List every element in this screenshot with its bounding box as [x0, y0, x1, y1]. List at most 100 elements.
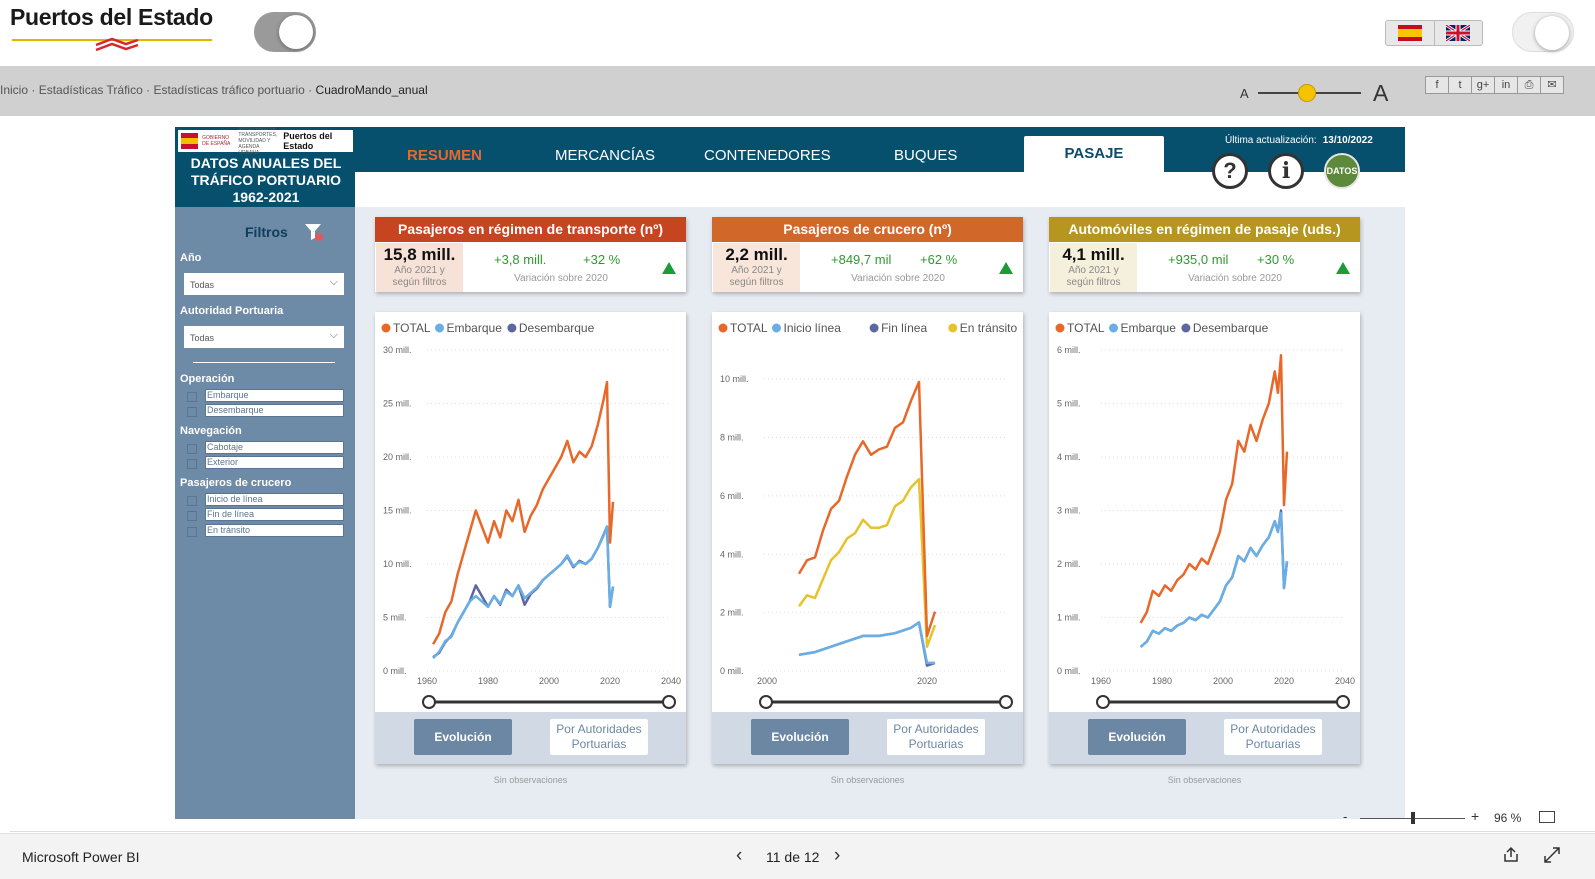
filter-option-inicio[interactable]: Inicio de línea — [187, 493, 344, 507]
powerbi-brand[interactable]: Microsoft Power BI — [22, 849, 140, 865]
legend-label[interactable]: Embarque — [447, 321, 503, 335]
tab-mercancias[interactable]: MERCANCÍAS — [555, 147, 656, 164]
series-line-2[interactable] — [798, 621, 936, 667]
series-line-1[interactable] — [1139, 511, 1289, 648]
google-plus-icon[interactable]: g+ — [1471, 76, 1495, 94]
legend-label[interactable]: TOTAL — [1067, 321, 1105, 335]
checkbox[interactable] — [187, 459, 197, 469]
report-tabs: RESUMEN MERCANCÍAS CONTENEDORES BUQUES — [357, 127, 1405, 207]
share-icon[interactable] — [1502, 846, 1520, 864]
evolution-button[interactable]: Evolución — [414, 719, 512, 755]
range-slider-start-handle[interactable] — [422, 695, 436, 709]
slider-thumb[interactable] — [1298, 84, 1316, 102]
email-icon[interactable]: ✉ — [1540, 76, 1564, 94]
legend-label[interactable]: Desembarque — [519, 321, 595, 335]
tab-buques[interactable]: BUQUES — [894, 147, 958, 164]
facebook-icon[interactable]: f — [1425, 76, 1449, 94]
range-slider-end-handle[interactable] — [662, 695, 676, 709]
checkbox[interactable] — [187, 496, 197, 506]
chart-legend: TOTAL Embarque Desembarque — [381, 321, 595, 335]
contrast-toggle[interactable] — [254, 12, 316, 52]
filter-option-exterior[interactable]: Exterior — [187, 456, 344, 470]
fullscreen-icon[interactable] — [1543, 846, 1561, 864]
site-logo[interactable]: Puertos del Estado — [10, 4, 215, 54]
kpi-diff-abs: +3,8 mill. — [494, 252, 547, 267]
series-line-1[interactable] — [432, 525, 615, 660]
option-label: Embarque — [205, 389, 344, 402]
filter-option-desembarque[interactable]: Desembarque — [187, 404, 344, 418]
year-select[interactable]: Todas ⌵ — [184, 273, 344, 295]
font-size-slider[interactable]: A A — [1240, 78, 1390, 106]
linkedin-icon[interactable]: in — [1494, 76, 1518, 94]
by-authorities-button[interactable]: Por Autoridades Portuarias — [550, 719, 648, 755]
range-slider-start-handle[interactable] — [1096, 695, 1110, 709]
evolution-button[interactable]: Evolución — [751, 719, 849, 755]
checkbox[interactable] — [187, 444, 197, 454]
series-line-2[interactable] — [432, 525, 615, 659]
series-line-3[interactable] — [797, 477, 937, 648]
breadcrumb-item-trafico[interactable]: Estadísticas tráfico portuario — [153, 83, 305, 97]
y-tick-label: 0 mill. — [720, 666, 744, 676]
legend-label[interactable]: TOTAL — [393, 321, 431, 335]
tab-resumen[interactable]: RESUMEN — [407, 147, 483, 164]
series-line-2[interactable] — [1139, 509, 1289, 648]
series-line-0[interactable] — [797, 380, 937, 638]
authority-select[interactable]: Todas ⌵ — [184, 326, 344, 348]
x-tick-label: 2040 — [1335, 676, 1355, 686]
legend-label[interactable]: TOTAL — [730, 321, 768, 335]
checkbox[interactable] — [187, 511, 197, 521]
breadcrumb-item-inicio[interactable]: Inicio — [0, 83, 29, 97]
filter-option-transito[interactable]: En tránsito — [187, 524, 344, 538]
site-header: Puertos del Estado — [0, 0, 1595, 66]
kpi-title: Pasajeros de crucero (nº) — [712, 217, 1023, 242]
series-line-1[interactable] — [798, 621, 935, 665]
zoom-slider-thumb[interactable] — [1411, 812, 1415, 824]
funnel-filter-icon[interactable] — [303, 221, 325, 243]
print-icon[interactable]: ⎙ — [1517, 76, 1541, 94]
by-authorities-button[interactable]: Por Autoridades Portuarias — [887, 719, 985, 755]
x-tick-label: 1980 — [1152, 676, 1172, 686]
line-chart[interactable]: 0 mill. 2 mill. 4 mill. 6 mill. 8 mill. 10 mi… — [712, 312, 1023, 712]
by-authorities-button[interactable]: Por Autoridades Portuarias — [1224, 719, 1322, 755]
help-button[interactable]: ? — [1212, 153, 1248, 189]
report-title-line: DATOS ANUALES DEL — [190, 155, 342, 171]
checkbox[interactable] — [187, 407, 197, 417]
legend-label[interactable]: En tránsito — [960, 321, 1018, 335]
checkbox[interactable] — [187, 392, 197, 402]
range-slider-end-handle[interactable] — [1336, 695, 1350, 709]
kpi-value-box: 2,2 mill. Año 2021 y según filtros — [713, 243, 800, 292]
legend-label[interactable]: Desembarque — [1193, 321, 1269, 335]
y-tick-label: 5 mill. — [1057, 399, 1081, 409]
line-chart[interactable]: 0 mill. 5 mill. 10 mill. 15 mill. 20 mill. 25… — [375, 312, 686, 712]
range-slider-start-handle[interactable] — [759, 695, 773, 709]
twitter-icon[interactable]: t — [1448, 76, 1472, 94]
fit-to-page-icon[interactable] — [1539, 811, 1555, 823]
filter-option-cabotaje[interactable]: Cabotaje — [187, 441, 344, 455]
breadcrumb-item-estadisticas[interactable]: Estadísticas Tráfico — [38, 83, 143, 97]
tab-pasaje[interactable]: PASAJE — [1024, 136, 1164, 176]
y-tick-label: 3 mill. — [1057, 506, 1081, 516]
brand-ministry: MINISTERIO DE TRANSPORTES, MOVILIDAD Y A… — [238, 127, 278, 156]
zoom-in-button[interactable]: + — [1471, 808, 1480, 824]
evolution-button[interactable]: Evolución — [1088, 719, 1186, 755]
range-slider-end-handle[interactable] — [999, 695, 1013, 709]
authority-label: Autoridad Portuaria — [180, 305, 284, 317]
accessibility-toggle[interactable] — [1512, 12, 1574, 52]
prev-page-chevron-icon[interactable]: ‹ — [736, 845, 743, 866]
checkbox[interactable] — [187, 527, 197, 537]
series-line-0[interactable] — [432, 380, 615, 645]
next-page-chevron-icon[interactable]: › — [834, 845, 841, 866]
tab-contenedores[interactable]: CONTENEDORES — [704, 147, 831, 164]
lang-en-button[interactable] — [1433, 21, 1482, 45]
legend-label[interactable]: Embarque — [1121, 321, 1177, 335]
zoom-out-button[interactable]: - — [1343, 809, 1348, 824]
datos-button[interactable]: DATOS — [1324, 153, 1360, 189]
filter-option-embarque[interactable]: Embarque — [187, 389, 344, 403]
series-line-0[interactable] — [1139, 354, 1289, 624]
legend-label[interactable]: Fin línea — [881, 321, 927, 335]
line-chart[interactable]: 0 mill. 1 mill. 2 mill. 3 mill. 4 mill. 5 mil… — [1049, 312, 1360, 712]
info-button[interactable]: i — [1268, 153, 1304, 189]
filter-option-fin[interactable]: Fin de línea — [187, 508, 344, 522]
legend-label[interactable]: Inicio línea — [784, 321, 842, 335]
lang-es-button[interactable] — [1386, 21, 1434, 45]
